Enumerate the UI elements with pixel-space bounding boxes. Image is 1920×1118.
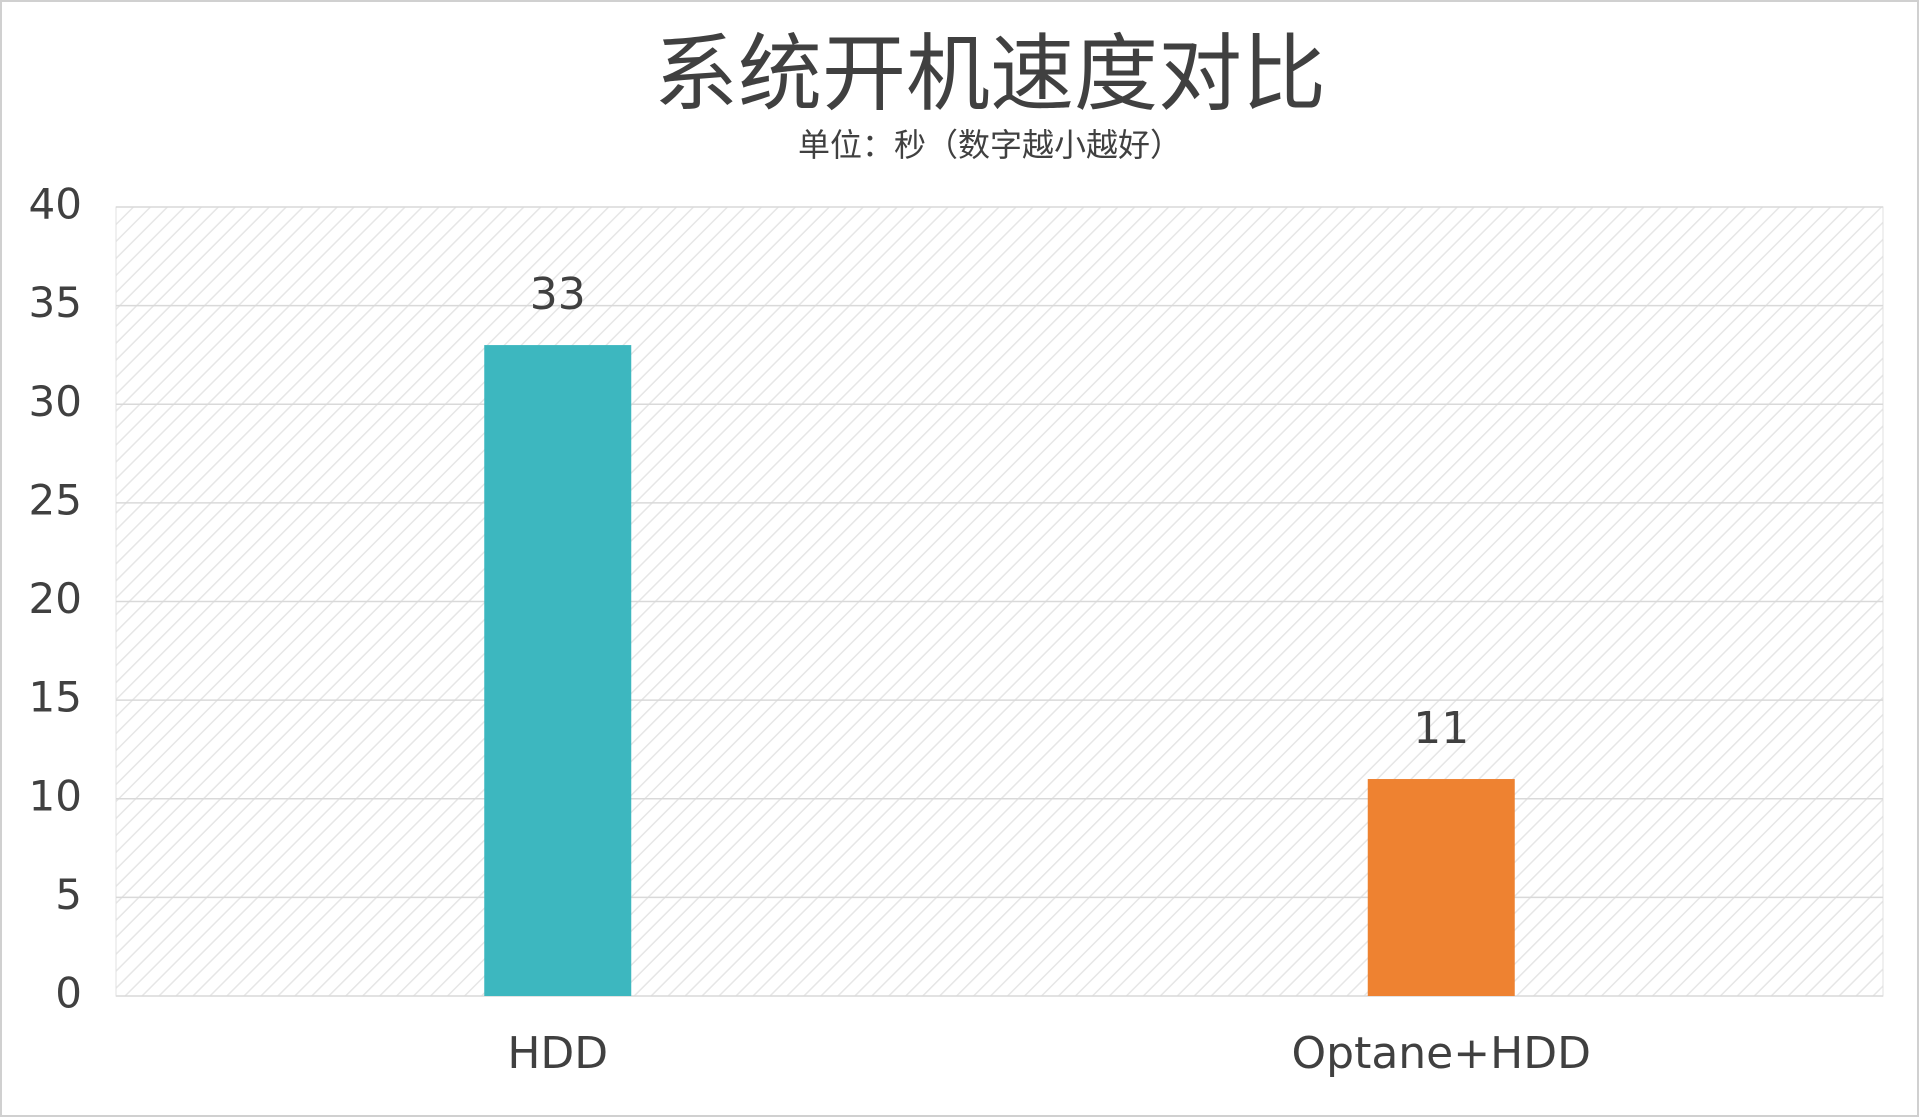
x-tick-label: HDD	[507, 1028, 608, 1079]
y-tick-label: 5	[55, 870, 82, 919]
data-label: 11	[1413, 703, 1469, 754]
data-label: 33	[530, 269, 586, 320]
y-tick-label: 20	[29, 574, 82, 623]
bar	[1367, 779, 1515, 996]
y-tick-label: 15	[29, 673, 82, 722]
y-tick-label: 35	[29, 278, 82, 327]
y-tick-label: 40	[29, 180, 82, 229]
y-tick-label: 25	[29, 475, 82, 524]
y-tick-label: 10	[29, 771, 82, 820]
chart-subtitle: 单位：秒（数字越小越好）	[798, 126, 1182, 164]
x-tick-label: Optane+HDD	[1292, 1028, 1591, 1079]
y-tick-label: 0	[55, 969, 82, 1018]
bar	[484, 345, 632, 996]
chart-title: 系统开机速度对比	[654, 25, 1326, 123]
y-tick-label: 30	[29, 377, 82, 426]
